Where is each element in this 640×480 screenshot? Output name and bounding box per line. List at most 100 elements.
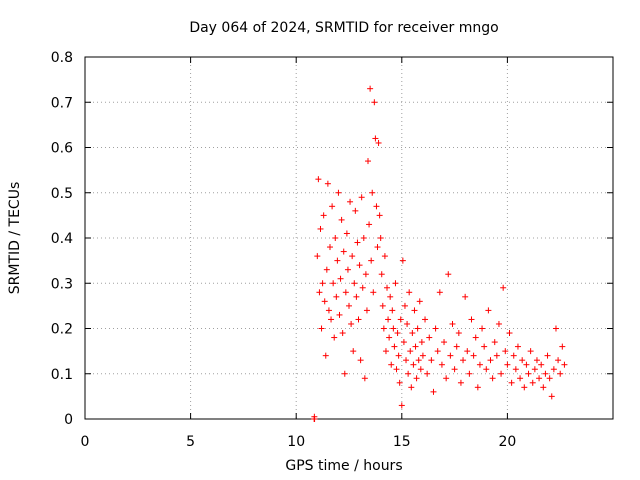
- data-point: [401, 302, 408, 309]
- y-tick-label: 0.3: [51, 276, 73, 292]
- data-point: [316, 289, 323, 296]
- data-point: [412, 343, 419, 350]
- data-point: [330, 280, 337, 287]
- data-point: [557, 370, 564, 377]
- data-point: [405, 370, 412, 377]
- data-point: [338, 216, 345, 223]
- data-point: [320, 212, 327, 219]
- data-point: [504, 361, 511, 368]
- data-point: [340, 248, 347, 255]
- data-point: [489, 375, 496, 382]
- data-point: [386, 334, 393, 341]
- data-point: [415, 357, 422, 364]
- data-point: [321, 298, 328, 305]
- data-point: [559, 343, 566, 350]
- data-point: [493, 352, 500, 359]
- data-point: [406, 289, 413, 296]
- data-point: [377, 235, 384, 241]
- data-point: [485, 307, 492, 314]
- data-point: [311, 416, 318, 422]
- data-point: [324, 180, 331, 187]
- data-point: [352, 207, 359, 214]
- data-point: [457, 379, 464, 386]
- data-point: [424, 370, 431, 377]
- data-point: [476, 361, 483, 368]
- data-point: [430, 388, 437, 395]
- data-point: [315, 176, 322, 183]
- data-point: [408, 384, 415, 391]
- data-point: [350, 348, 357, 355]
- data-point: [462, 293, 469, 300]
- data-point: [432, 325, 439, 332]
- data-point: [328, 316, 335, 323]
- data-point: [322, 352, 329, 359]
- data-point: [355, 316, 362, 323]
- data-point: [512, 366, 519, 373]
- data-point: [502, 348, 509, 355]
- data-point: [550, 366, 557, 373]
- data-point: [460, 357, 467, 364]
- data-point: [314, 253, 321, 260]
- data-point: [517, 375, 524, 382]
- data-point: [323, 266, 330, 273]
- x-tick-label: 5: [186, 434, 195, 450]
- data-point: [349, 253, 356, 260]
- data-point: [483, 366, 490, 373]
- data-point: [491, 339, 498, 346]
- chart-title: Day 064 of 2024, SRMTID for receiver mng…: [189, 20, 498, 36]
- data-point: [373, 203, 380, 210]
- data-point: [453, 343, 460, 350]
- data-point: [416, 298, 423, 305]
- data-point: [366, 221, 373, 228]
- x-axis-label: GPS time / hours: [285, 458, 402, 474]
- data-point: [361, 375, 368, 382]
- data-point: [369, 189, 376, 196]
- data-point: [531, 366, 538, 373]
- data-point: [351, 280, 358, 287]
- data-point: [426, 334, 433, 341]
- data-point: [333, 293, 340, 300]
- data-point: [385, 316, 392, 323]
- data-points: [311, 85, 568, 422]
- data-point: [398, 402, 405, 409]
- data-point: [356, 262, 363, 269]
- data-point: [341, 370, 348, 377]
- data-point: [396, 379, 403, 386]
- data-point: [318, 325, 325, 332]
- data-point: [379, 302, 386, 309]
- data-point: [561, 361, 568, 368]
- data-point: [472, 334, 479, 341]
- y-tick-label: 0.1: [51, 367, 73, 383]
- data-point: [523, 361, 530, 368]
- data-point: [438, 361, 445, 368]
- data-point: [400, 339, 407, 346]
- data-point: [334, 257, 341, 264]
- data-point: [326, 244, 333, 251]
- data-point: [336, 311, 343, 318]
- y-axis-label: SRMTID / TECUs: [7, 182, 23, 295]
- data-point: [445, 271, 452, 278]
- data-point: [389, 307, 396, 314]
- data-point: [362, 271, 369, 278]
- data-point: [418, 339, 425, 346]
- data-point: [436, 289, 443, 296]
- data-point: [529, 379, 536, 386]
- data-point: [417, 366, 424, 373]
- data-point: [455, 330, 462, 337]
- data-point: [335, 189, 342, 196]
- data-point: [375, 139, 382, 146]
- data-point: [407, 348, 414, 355]
- data-point: [374, 244, 381, 251]
- data-point: [353, 293, 360, 300]
- data-point: [413, 375, 420, 382]
- data-point: [464, 348, 471, 355]
- y-tick-label: 0.2: [51, 322, 73, 338]
- data-point: [441, 339, 448, 346]
- data-point: [388, 361, 395, 368]
- data-point: [346, 302, 352, 309]
- y-tick-label: 0.4: [51, 231, 73, 247]
- data-point: [367, 85, 374, 92]
- data-point: [466, 370, 473, 377]
- data-point: [555, 357, 562, 364]
- data-point: [538, 361, 545, 368]
